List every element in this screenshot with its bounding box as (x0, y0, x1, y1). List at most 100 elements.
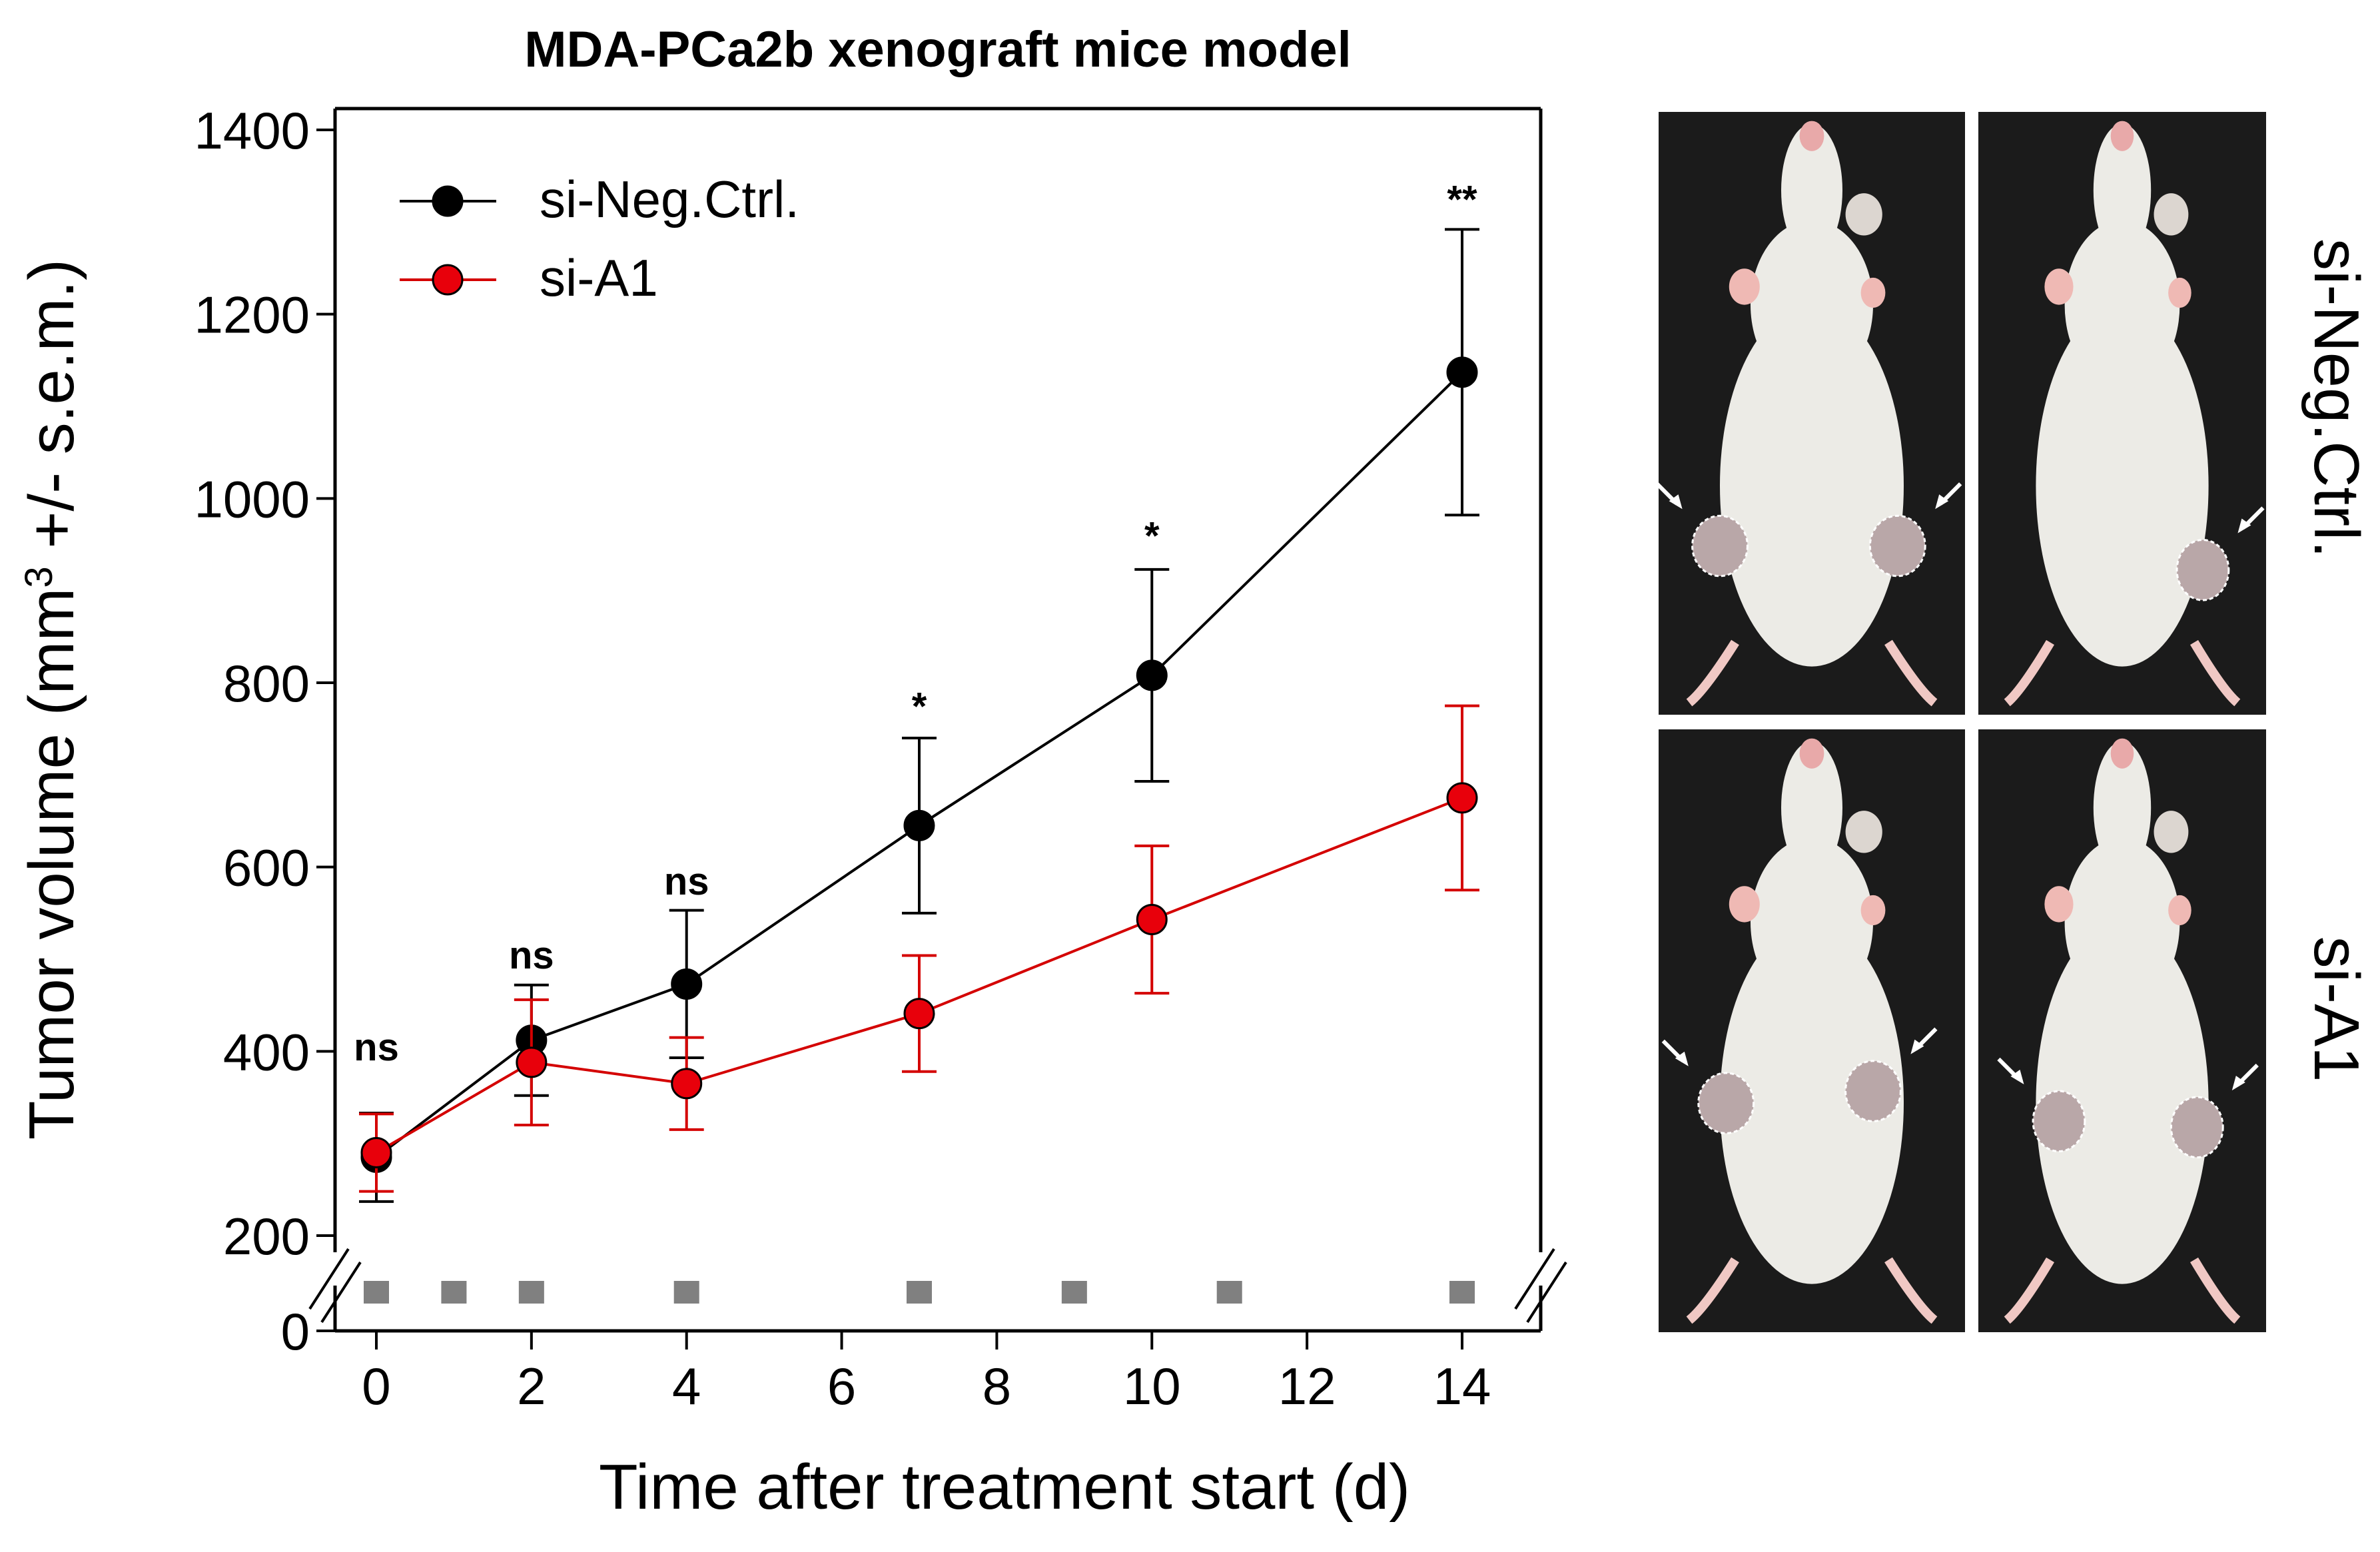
mouse-chest-neg-ctrl-1 (1751, 220, 1873, 390)
significance-label-1: ns (509, 934, 554, 977)
mouse-hind-leg-left-neg-ctrl-1 (1686, 639, 1739, 707)
mouse-body-neg-ctrl-2 (2036, 304, 2209, 667)
tumor-outline-si-a1-1-1 (1844, 1060, 1902, 1122)
treatment-marker-day-2 (518, 1281, 544, 1304)
y-tick-label-1400: 1400 (194, 101, 310, 160)
legend-label-neg-ctrl: si-Neg.Ctrl. (540, 170, 799, 228)
mouse-hind-leg-left-si-a1-2 (2004, 1257, 2055, 1324)
mouse-head-neg-ctrl-2 (2093, 124, 2152, 257)
mouse-body-si-a1-1 (1720, 922, 1904, 1284)
series-si-a1 (359, 704, 1479, 1193)
tumor-arrowhead-si-a1-1-1 (1910, 1039, 1924, 1054)
treatment-marker-day-9 (1061, 1281, 1087, 1304)
data-point-1-1 (516, 1046, 548, 1078)
tumor-arrowhead-si-a1-1-0 (1675, 1051, 1689, 1066)
x-tick-label-4: 4 (672, 1357, 701, 1415)
tumor-arrowhead-neg-ctrl-2-0 (2237, 518, 2251, 534)
data-point-0-4 (1136, 659, 1168, 691)
tumor-arrowhead-neg-ctrl-1-1 (1935, 494, 1949, 510)
mouse-nose-si-a1-2 (2110, 738, 2134, 769)
photo-label-neg-ctrl: si-Neg.Ctrl. (2301, 238, 2372, 558)
data-point-1-3 (903, 998, 935, 1030)
mouse-front-paw-right-neg-ctrl-1 (1860, 277, 1886, 308)
mouse-body-neg-ctrl-1 (1720, 304, 1904, 667)
mouse-front-paw-left-neg-ctrl-2 (2044, 268, 2074, 305)
treatment-marker-day-1 (441, 1281, 467, 1304)
mouse-front-paw-right-si-a1-2 (2168, 895, 2191, 926)
axis-break-mark-left-1 (308, 1248, 350, 1310)
significance-label-0: ns (354, 1026, 399, 1069)
significance-label-4: * (1144, 514, 1160, 558)
legend: si-Neg.Ctrl. si-A1 (400, 170, 799, 307)
tumor-outline-neg-ctrl-1-0 (1691, 514, 1749, 578)
tumor-outline-si-a1-2-1 (2170, 1096, 2224, 1159)
mouse-front-paw-left-neg-ctrl-1 (1729, 268, 1760, 305)
series-layer (359, 228, 1479, 1203)
y-tick-label-200: 200 (223, 1207, 310, 1266)
treatment-marker-day-4 (673, 1281, 699, 1304)
axis-break-mark-right-1 (1514, 1248, 1555, 1310)
tumor-outline-si-a1-1-0 (1697, 1072, 1755, 1134)
y-tick-label-600: 600 (223, 839, 310, 897)
x-tick-label-2: 2 (517, 1357, 546, 1415)
mouse-hind-leg-left-neg-ctrl-2 (2004, 639, 2055, 707)
tumor-arrowhead-si-a1-2-0 (2010, 1069, 2024, 1084)
photo-panels (1655, 112, 2266, 1332)
mouse-nose-neg-ctrl-2 (2110, 121, 2134, 151)
x-tick-label-0: 0 (362, 1357, 390, 1415)
treatment-marker-day-0 (364, 1281, 389, 1304)
mouse-front-paw-left-si-a1-1 (1729, 886, 1760, 923)
x-tick-label-6: 6 (827, 1357, 856, 1415)
tumor-outline-neg-ctrl-2-0 (2176, 539, 2230, 601)
photo-panel-si-a1-1 (1659, 729, 1965, 1332)
series-line-1 (375, 797, 1463, 1154)
mouse-front-paw-right-si-a1-1 (1860, 895, 1886, 926)
mouse-head-neg-ctrl-1 (1781, 124, 1842, 257)
y-tick-label-1200: 1200 (194, 286, 310, 344)
mouse-head-si-a1-2 (2093, 741, 2152, 875)
data-point-0-5 (1446, 356, 1478, 388)
tumor-arrowhead-si-a1-2-1 (2231, 1075, 2245, 1090)
data-point-1-5 (1446, 782, 1478, 814)
x-tick-label-10: 10 (1123, 1357, 1181, 1415)
mouse-front-paw-left-si-a1-2 (2044, 886, 2074, 923)
significance-label-3: * (912, 685, 927, 728)
axis-ticks: 0 200 400 600 800 1000 1200 1400 0 2 4 6 8 10 12 14 (194, 101, 1491, 1415)
photo-panel-neg-ctrl-1 (1655, 112, 1965, 715)
y-axis-label: Tumor volume (mm3 +/- s.e.m.) (16, 259, 87, 1140)
treatment-marker-day-14 (1449, 1281, 1475, 1304)
significance-label-5: ** (1447, 179, 1477, 222)
mouse-hind-leg-left-si-a1-1 (1686, 1257, 1739, 1324)
y-axis-label-part1: Tumor volume (mm (16, 588, 87, 1140)
axis-break-mark-right-2 (1526, 1261, 1567, 1324)
data-point-0-3 (903, 809, 935, 841)
legend-label-si-a1: si-A1 (540, 248, 658, 307)
y-tick-label-1000: 1000 (194, 470, 310, 528)
mouse-head-si-a1-1 (1781, 741, 1842, 875)
mouse-ear-si-a1-1 (1845, 811, 1882, 853)
tumor-arrowhead-neg-ctrl-1-0 (1669, 494, 1683, 510)
mouse-chest-si-a1-2 (2064, 837, 2180, 1007)
mouse-nose-neg-ctrl-1 (1799, 121, 1824, 151)
mouse-chest-neg-ctrl-2 (2064, 220, 2180, 390)
data-point-1-4 (1136, 904, 1168, 936)
data-point-1-2 (671, 1068, 703, 1100)
mouse-hind-leg-right-si-a1-1 (1884, 1257, 1938, 1324)
mouse-nose-si-a1-1 (1799, 738, 1824, 769)
treatment-markers (364, 1281, 1475, 1304)
mouse-ear-neg-ctrl-2 (2154, 193, 2189, 236)
x-tick-label-14: 14 (1433, 1357, 1491, 1415)
series-line-0 (375, 371, 1463, 1159)
chart-title: MDA-PCa2b xenograft mice model (524, 21, 1352, 78)
tumor-outline-si-a1-2-0 (2032, 1090, 2086, 1152)
x-tick-label-12: 12 (1278, 1357, 1336, 1415)
mouse-hind-leg-right-neg-ctrl-2 (2189, 639, 2241, 707)
y-axis-label-superscript: 3 (17, 566, 61, 587)
mouse-front-paw-right-neg-ctrl-2 (2168, 277, 2191, 308)
significance-label-2: ns (664, 860, 709, 903)
mouse-ear-neg-ctrl-1 (1845, 193, 1882, 236)
treatment-marker-day-11 (1216, 1281, 1242, 1304)
y-tick-label-800: 800 (223, 654, 310, 713)
